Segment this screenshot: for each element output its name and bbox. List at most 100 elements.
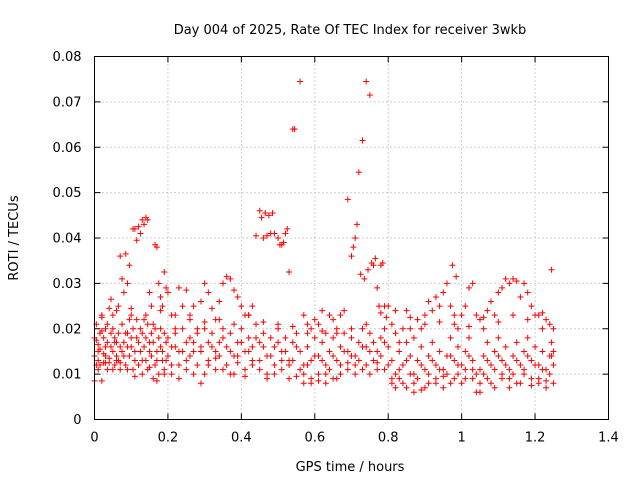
data-point — [341, 307, 348, 314]
data-point — [164, 289, 171, 296]
data-point — [278, 357, 285, 364]
data-point — [126, 262, 133, 269]
data-point — [102, 325, 109, 332]
y-tick-label: 0 — [73, 413, 81, 428]
data-point — [385, 362, 392, 369]
data-point — [388, 380, 395, 387]
data-point — [264, 232, 271, 239]
data-point — [447, 303, 454, 310]
data-point — [403, 357, 410, 364]
data-point — [421, 366, 428, 373]
data-point — [249, 303, 256, 310]
data-point — [168, 343, 175, 350]
data-point — [304, 321, 311, 328]
data-point — [383, 314, 390, 321]
data-point — [348, 325, 355, 332]
data-point — [524, 289, 531, 296]
data-point — [164, 352, 171, 359]
data-point — [491, 384, 498, 391]
data-point — [355, 357, 362, 364]
data-point — [451, 357, 458, 364]
data-point — [168, 371, 175, 378]
data-point — [350, 244, 357, 251]
data-point — [451, 321, 458, 328]
data-point — [528, 303, 535, 310]
data-point — [122, 250, 129, 257]
data-point — [440, 289, 447, 296]
data-point — [454, 343, 461, 350]
data-point — [223, 273, 230, 280]
data-point — [381, 339, 388, 346]
data-point — [153, 244, 160, 251]
data-point — [425, 298, 432, 305]
data-point — [234, 293, 241, 300]
data-point — [157, 325, 164, 332]
data-point — [484, 375, 491, 382]
data-point — [108, 343, 115, 350]
data-point — [528, 382, 535, 389]
data-point — [370, 262, 377, 269]
data-point — [396, 348, 403, 355]
data-point — [106, 305, 113, 312]
data-point — [548, 266, 555, 273]
data-point — [421, 384, 428, 391]
data-point — [220, 334, 226, 341]
data-point — [502, 275, 509, 282]
data-point — [139, 330, 146, 337]
data-point — [377, 334, 384, 341]
data-point — [157, 293, 164, 300]
data-point — [142, 334, 149, 341]
data-point — [374, 366, 381, 373]
data-point — [150, 339, 157, 346]
data-point — [396, 339, 403, 346]
data-point — [550, 362, 557, 369]
data-point — [133, 237, 140, 244]
data-point — [337, 362, 344, 369]
data-point — [396, 366, 403, 373]
data-point — [231, 321, 238, 328]
data-point — [163, 284, 170, 291]
data-point — [491, 312, 498, 319]
data-point — [159, 348, 166, 355]
data-point — [418, 362, 425, 369]
x-tick-label: 0.4 — [231, 431, 252, 446]
data-point — [128, 334, 135, 341]
data-point — [130, 366, 137, 373]
data-point — [539, 348, 546, 355]
y-axis-label: ROTI / TECUs — [7, 195, 22, 280]
data-point — [95, 341, 102, 348]
data-point — [535, 312, 542, 319]
data-point — [126, 352, 133, 359]
data-point — [330, 352, 337, 359]
data-point — [227, 348, 234, 355]
data-points — [91, 78, 557, 396]
data-point — [201, 371, 208, 378]
data-point — [122, 362, 129, 369]
data-point — [414, 357, 421, 364]
data-point — [282, 334, 289, 341]
data-point — [133, 334, 140, 341]
data-point — [502, 362, 509, 369]
x-tick-label: 0 — [90, 431, 98, 446]
data-point — [253, 232, 260, 239]
data-point — [458, 362, 465, 369]
data-point — [142, 312, 149, 319]
data-point — [108, 296, 115, 303]
data-point — [293, 373, 300, 380]
data-point — [407, 325, 414, 332]
data-point — [548, 339, 555, 346]
data-point — [521, 348, 528, 355]
data-point — [473, 371, 480, 378]
data-point — [190, 371, 197, 378]
data-point — [363, 362, 370, 369]
data-point — [359, 325, 366, 332]
data-point — [97, 362, 104, 369]
data-point — [280, 239, 287, 246]
data-point — [491, 366, 498, 373]
data-point — [374, 359, 381, 366]
data-point — [322, 330, 329, 337]
data-point — [465, 352, 472, 359]
data-point — [135, 362, 142, 369]
data-point — [330, 375, 337, 382]
